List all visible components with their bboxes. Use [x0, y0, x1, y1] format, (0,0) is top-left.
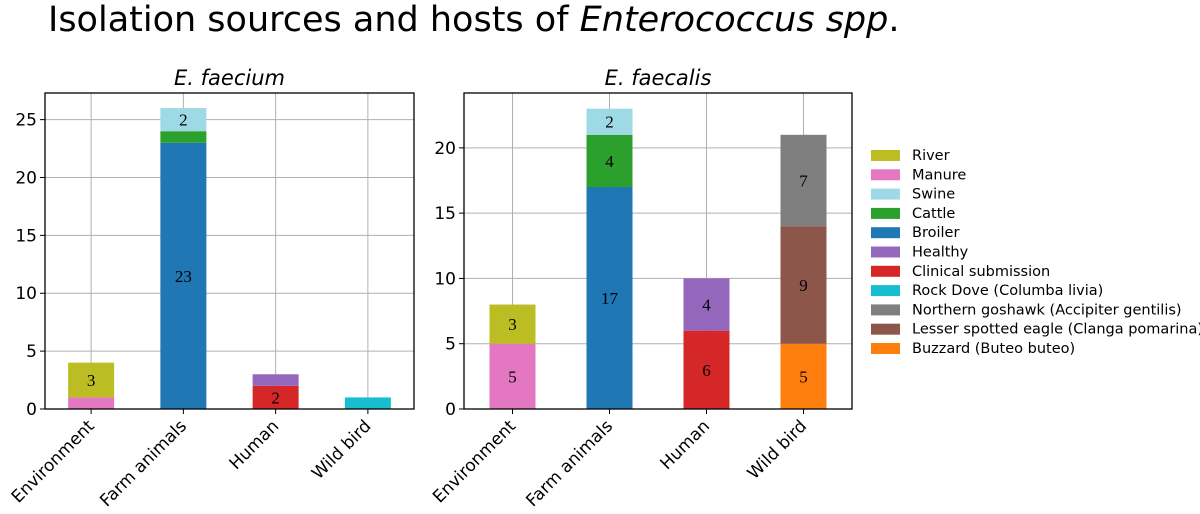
data-label: 4 — [702, 296, 711, 315]
legend-label: Clinical submission — [912, 264, 1050, 280]
legend-swatch — [871, 207, 900, 219]
bar-segment — [489, 343, 536, 409]
legend-swatch — [871, 304, 900, 316]
y-tick-label: 25 — [15, 111, 37, 131]
legend-swatch — [871, 150, 900, 161]
bar-segment — [586, 187, 633, 409]
data-label: 7 — [799, 171, 808, 190]
legend-label: Healthy — [912, 245, 969, 261]
bar-segment — [68, 397, 115, 409]
bar-segment — [780, 343, 827, 409]
subplot-title: E. faecium — [174, 66, 285, 90]
bar-segment — [160, 131, 207, 143]
data-label: 4 — [605, 152, 614, 171]
chart-1: 0 5 10 15 20 5 3 17 4 2 6 4 5 9 7 Environment Farm anima… — [429, 66, 853, 511]
y-tick-label: 0 — [26, 400, 37, 420]
bar-segment — [344, 397, 391, 409]
axes-frame — [463, 92, 853, 410]
data-label: 9 — [799, 276, 808, 295]
bar-segment — [68, 362, 115, 398]
bar-segment — [780, 134, 827, 227]
x-tick-label: Wild bird — [308, 416, 375, 483]
data-label: 5 — [508, 367, 517, 386]
legend-swatch — [871, 246, 900, 258]
y-tick-label: 0 — [445, 400, 456, 420]
x-tick-label: Human — [657, 416, 714, 473]
figure-title: Isolation sources and hosts of Enterococ… — [48, 0, 900, 40]
legend-label: Buzzard (Buteo buteo) — [912, 341, 1075, 357]
data-label: 17 — [601, 289, 619, 308]
bar-segment — [586, 134, 633, 188]
bar-segment — [683, 330, 730, 409]
bar-segment — [252, 374, 299, 386]
data-label: 2 — [179, 111, 188, 130]
bar-segment — [683, 278, 730, 331]
legend-label: Lesser spotted eagle (Clanga pomarina) — [912, 322, 1200, 338]
legend-label: Swine — [912, 187, 955, 203]
y-tick-label: 10 — [15, 284, 37, 304]
data-label: 2 — [271, 388, 280, 407]
data-label: 3 — [508, 315, 517, 334]
legend-label: Manure — [912, 167, 966, 183]
bar-segment — [586, 108, 633, 135]
data-label: 5 — [799, 367, 808, 386]
legend-label: Broiler — [912, 225, 959, 241]
title-text: Isolation sources and hosts of — [48, 0, 580, 40]
legend-swatch — [871, 343, 900, 354]
legend-swatch — [871, 323, 900, 335]
legend: River Manure Swine Cattle Broiler Healthy Clin… — [871, 148, 1200, 357]
x-tick-label: Wild bird — [744, 416, 811, 483]
y-tick-label: 20 — [434, 139, 456, 159]
subplot-title: E. faecalis — [605, 66, 712, 90]
legend-swatch — [871, 169, 900, 181]
x-tick-label: Environment — [8, 416, 99, 507]
bar-segment — [160, 108, 207, 132]
x-tick-label: Farm animals — [96, 416, 191, 511]
bar-segment — [160, 142, 207, 409]
y-tick-label: 5 — [445, 335, 456, 355]
data-label: 3 — [87, 371, 96, 390]
bar-segment — [489, 304, 536, 344]
y-tick-label: 15 — [434, 204, 456, 224]
y-tick-label: 10 — [434, 269, 456, 289]
legend-label: River — [912, 148, 950, 164]
data-label: 6 — [702, 361, 711, 380]
y-tick-label: 20 — [15, 168, 37, 188]
title-suffix: . — [888, 0, 900, 40]
title-italic: Enterococcus spp — [579, 0, 889, 40]
axes-frame — [44, 92, 415, 410]
y-tick-label: 15 — [15, 226, 37, 246]
bar-segment — [780, 226, 827, 344]
legend-swatch — [871, 265, 900, 277]
x-tick-label: Farm animals — [522, 416, 617, 511]
legend-swatch — [871, 285, 900, 297]
x-tick-label: Environment — [429, 416, 520, 507]
data-label: 23 — [175, 267, 192, 286]
data-label: 2 — [605, 113, 614, 132]
legend-label: Cattle — [912, 206, 955, 222]
x-tick-label: Human — [226, 416, 283, 473]
legend-label: Rock Dove (Columba livia) — [912, 283, 1103, 299]
legend-swatch — [871, 188, 900, 200]
bar-segment — [252, 385, 299, 409]
legend-swatch — [871, 227, 900, 239]
legend-label: Northern goshawk (Accipiter gentilis) — [912, 302, 1182, 318]
y-tick-label: 5 — [26, 342, 37, 362]
